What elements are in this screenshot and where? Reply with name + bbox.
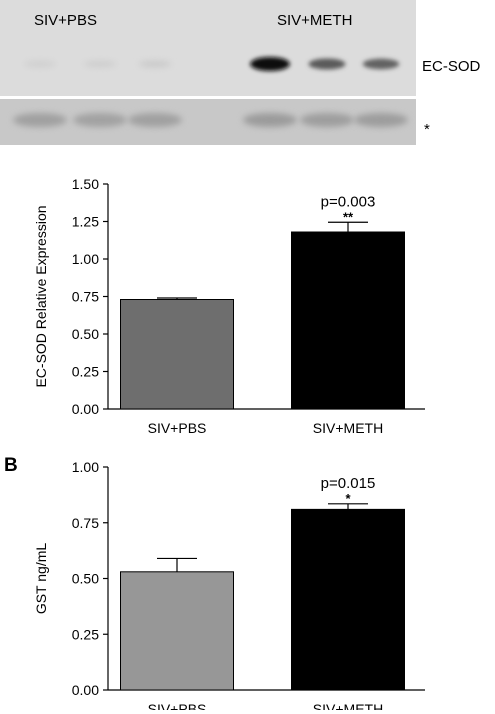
ec-sod-band [138,60,172,68]
western-blot-image [0,0,416,145]
category-label: SIV+METH [313,420,383,436]
blot-label-siv-meth: SIV+METH [277,12,353,29]
p-value-label: p=0.015 [321,475,376,492]
y-tick-label: 0.50 [72,571,99,587]
ec-sod-band [308,58,346,70]
loading-control-band [243,113,297,127]
y-tick-label: 0.00 [72,401,99,417]
category-label: SIV+PBS [148,701,207,710]
y-tick-label: 1.00 [72,460,99,475]
y-tick-label: 0.50 [72,326,99,342]
loading-control-band [354,113,408,127]
y-tick-label: 1.50 [72,176,99,192]
ec-sod-band [83,60,117,68]
ec-sod-band [250,57,290,71]
y-tick-label: 0.00 [72,682,99,698]
y-tick-label: 0.75 [72,515,99,531]
band-label-ec-sod: EC-SOD [422,58,481,75]
significance-stars: ** [343,209,354,224]
significance-stars: * [345,491,351,506]
loading-control-band [13,113,67,127]
y-tick-label: 1.00 [72,251,99,267]
y-tick-label: 0.75 [72,289,99,305]
y-axis-label: EC-SOD Relative Expression [33,205,49,387]
category-label: SIV+PBS [148,420,207,436]
panel-label-b: B [4,455,18,476]
blot-label-siv-pbs: SIV+PBS [34,12,97,29]
bar [291,231,405,410]
chart-ec-sod-expression: 0.00 0.25 0.50 0.75 1.00 1.25 1.50 EC-SOD Relat… [33,176,425,436]
bar [120,571,234,691]
p-value-label: p=0.003 [321,193,376,210]
ec-sod-band [362,58,400,70]
category-label: SIV+METH [313,701,383,710]
chart-gst-concentration: 0.00 0.25 0.50 0.75 1.00 GST ng/mL SIV+PBS SIV+… [33,460,425,710]
y-tick-label: 0.25 [72,626,99,642]
bar [291,508,405,691]
y-tick-label: 0.25 [72,364,99,380]
loading-control-band [300,113,354,127]
y-tick-label: 1.25 [72,214,99,230]
loading-control-band [128,113,182,127]
loading-control-band [73,113,127,127]
ec-sod-band [23,60,57,68]
y-axis-label: GST ng/mL [33,543,49,615]
loading-control-marker: * [424,121,430,138]
bar [120,299,234,410]
